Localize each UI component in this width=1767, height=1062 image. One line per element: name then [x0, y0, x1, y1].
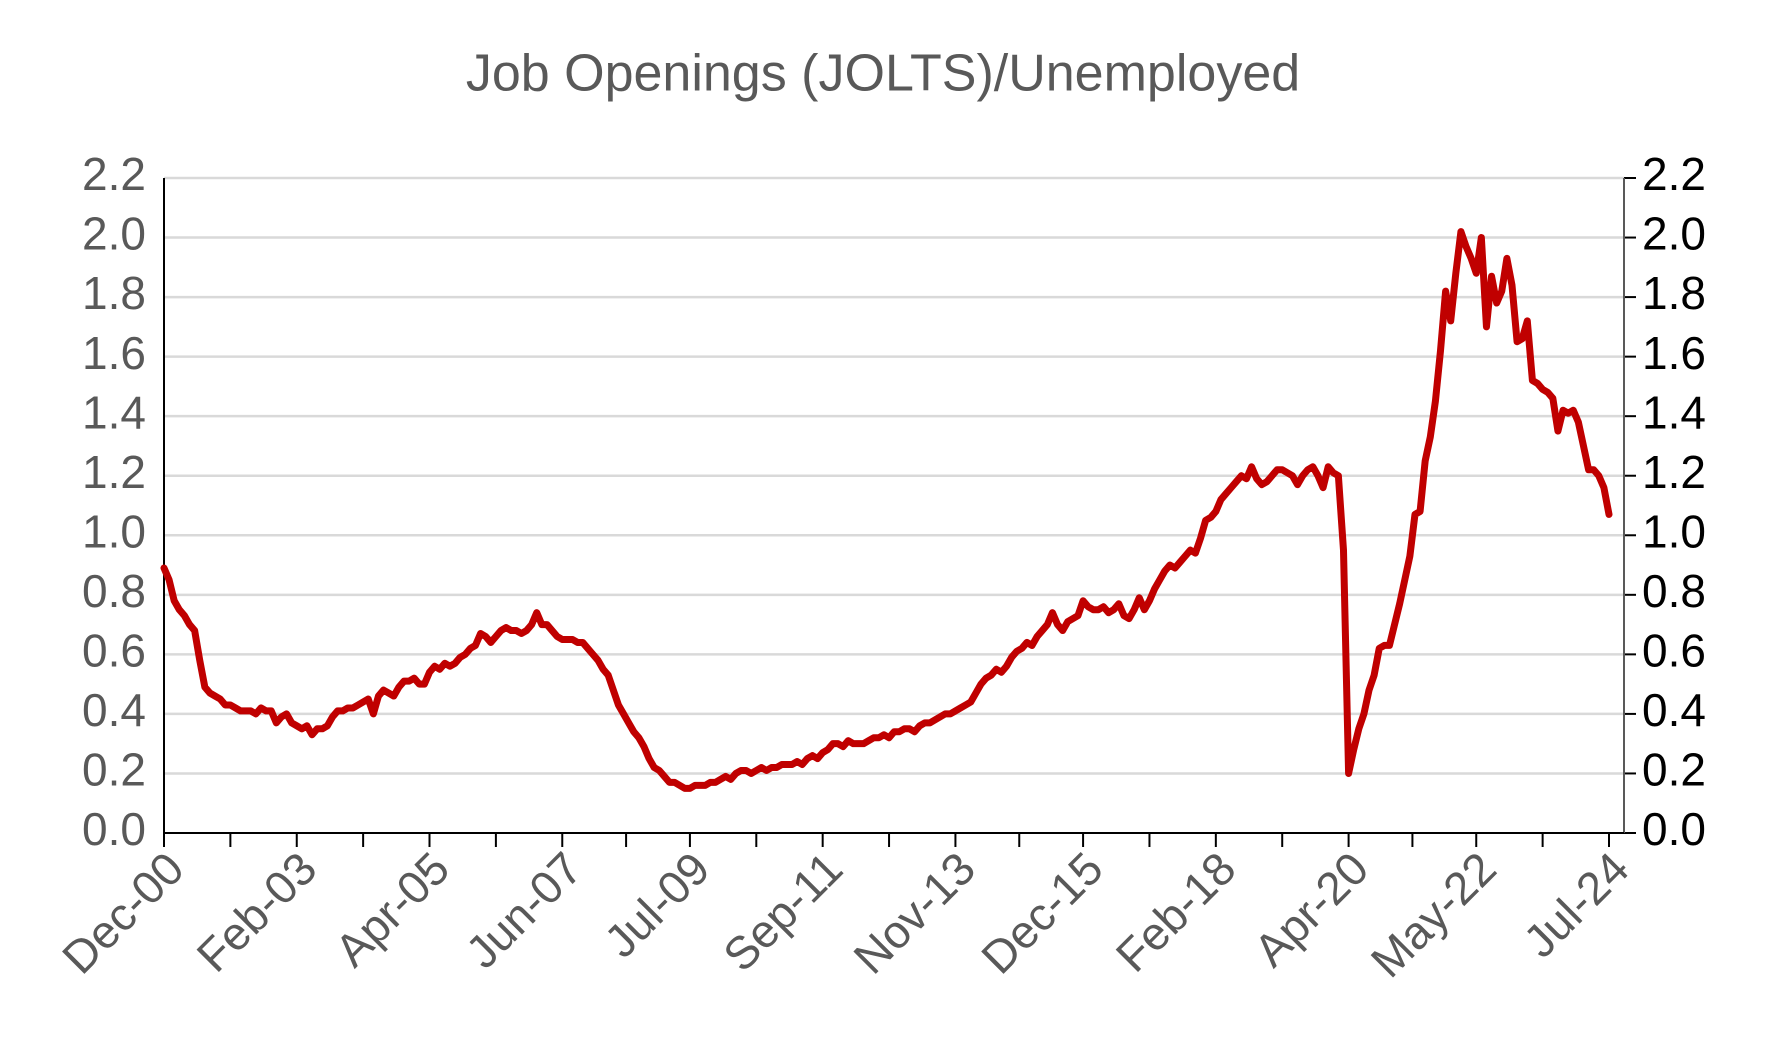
y-tick-label: 1.6 — [82, 327, 146, 379]
y2-tick-label: 0.6 — [1642, 625, 1706, 677]
y2-tick-label: 0.2 — [1642, 744, 1706, 796]
y2-tick-label: 1.2 — [1642, 446, 1706, 498]
x-tick-label: Feb-03 — [187, 842, 327, 982]
y-tick-label: 0.0 — [82, 803, 146, 855]
data-line — [160, 228, 1613, 792]
chart-title: Job Openings (JOLTS)/Unemployed — [466, 45, 1300, 103]
y2-tick-label: 0.4 — [1642, 684, 1706, 736]
y2-tick-label: 1.6 — [1642, 327, 1706, 379]
x-tick-label: Jul-24 — [1513, 842, 1638, 967]
y2-tick-label: 1.8 — [1642, 267, 1706, 319]
x-tick-label: May-22 — [1361, 842, 1506, 987]
x-tick-label: Apr-20 — [1244, 842, 1378, 976]
y-tick-label: 1.2 — [82, 446, 146, 498]
y2-tick-label: 2.2 — [1642, 148, 1706, 200]
y-tick-label: 0.4 — [82, 684, 146, 736]
x-tick-label: Jun-07 — [456, 842, 592, 978]
y2-tick-label: 1.4 — [1642, 386, 1706, 438]
x-tick-label: Apr-05 — [325, 842, 459, 976]
y-tick-label: 2.0 — [82, 208, 146, 260]
y-tick-label: 0.2 — [82, 744, 146, 796]
x-tick-label: Nov-13 — [843, 842, 985, 984]
y2-tick-label: 0.8 — [1642, 565, 1706, 617]
y2-tick-label: 0.0 — [1642, 803, 1706, 855]
y-tick-label: 1.4 — [82, 386, 146, 438]
y-tick-label: 1.8 — [82, 267, 146, 319]
y2-tick-label: 2.0 — [1642, 208, 1706, 260]
x-tick-label: Dec-00 — [52, 842, 194, 984]
x-tick-label: Jul-09 — [594, 842, 719, 967]
y-tick-label: 0.8 — [82, 565, 146, 617]
y-tick-label: 2.2 — [82, 148, 146, 200]
x-tick-label: Feb-18 — [1106, 842, 1246, 982]
y2-tick-label: 1.0 — [1642, 505, 1706, 557]
y-tick-label: 0.6 — [82, 625, 146, 677]
x-tick-label: Sep-11 — [713, 842, 852, 981]
x-tick-label: Dec-15 — [971, 842, 1113, 984]
y-tick-label: 1.0 — [82, 505, 146, 557]
